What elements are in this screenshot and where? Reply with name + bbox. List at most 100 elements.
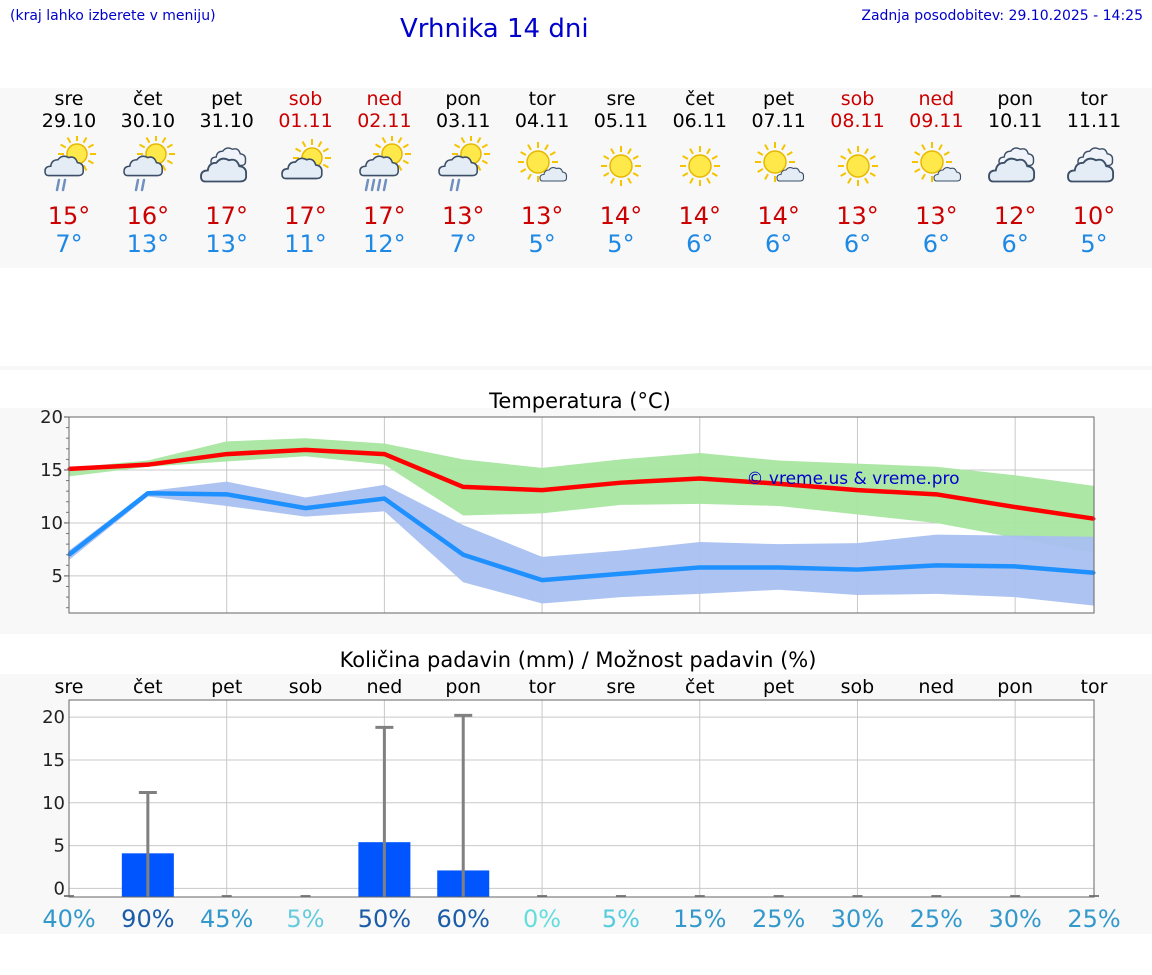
point-min [855, 568, 859, 572]
page-title: Vrhnika 14 dni [400, 14, 589, 44]
forecast-day: čet 30.10 16° 13° [108, 88, 188, 258]
plot-area [69, 700, 1094, 897]
x-category-label: pon [997, 676, 1033, 698]
day-name: pet [763, 88, 795, 110]
cloud-shape [539, 166, 568, 182]
temp-min: 7° [449, 230, 477, 258]
sun-cloud-rain-icon [438, 136, 491, 192]
temp-min: 6° [922, 230, 950, 258]
day-date: 11.11 [1066, 110, 1122, 132]
sun-small-cloud-icon [754, 142, 804, 182]
y-tick-label: 15 [40, 460, 63, 481]
day-name: čet [133, 88, 163, 110]
point-min [777, 565, 781, 569]
x-category-label: sre [55, 676, 84, 698]
cloud-shape [123, 155, 163, 177]
sun-shape [600, 146, 641, 186]
cloudy-icon [1067, 147, 1115, 183]
temp-min: 13° [126, 230, 170, 258]
day-name: sre [606, 88, 636, 110]
day-name: pon [445, 88, 482, 110]
y-tick-label: 10 [42, 793, 65, 814]
x-category-label: ned [366, 676, 402, 698]
x-category-label: pon [445, 676, 481, 698]
y-tick-label: 20 [42, 707, 65, 728]
temp-min: 7° [55, 230, 83, 258]
probability-label: 50% [358, 905, 411, 933]
sun-icon [600, 146, 641, 186]
point-max [382, 452, 386, 456]
point-min [146, 491, 150, 495]
forecast-day: sob 01.11 17° 11° [266, 88, 346, 258]
day-date: 05.11 [593, 110, 649, 132]
sun-icon [837, 146, 878, 186]
temp-max: 14° [599, 202, 643, 230]
forecast-day: sob 08.11 13° 6° [818, 88, 898, 258]
temp-min: 12° [363, 230, 406, 258]
sun-shape [837, 146, 878, 186]
temp-min: 6° [843, 230, 872, 258]
cloud-shape [933, 166, 962, 182]
point-min [225, 492, 229, 496]
temp-min: 5° [528, 230, 556, 258]
x-category-label: čet [685, 676, 715, 698]
temp-max: 13° [520, 202, 564, 230]
probability-label: 90% [121, 905, 174, 933]
day-name: tor [528, 88, 556, 110]
y-tick-label: 10 [40, 513, 63, 534]
temp-min: 6° [686, 230, 714, 258]
separator-band [0, 366, 1152, 370]
x-category-label: sob [841, 676, 875, 698]
y-tick-label: 20 [40, 407, 63, 428]
day-name: ned [366, 88, 403, 110]
day-name: sre [54, 88, 84, 110]
forecast-day: tor 11.11 10° 5° [1054, 88, 1134, 258]
point-max [698, 476, 702, 480]
temp-max: 12° [993, 202, 1037, 230]
rain-drops [134, 178, 146, 192]
rain-drops [450, 178, 461, 192]
x-category-label: sre [606, 676, 635, 698]
y-tick-label: 15 [42, 750, 65, 771]
day-date: 01.11 [278, 110, 333, 132]
sun-shape [754, 142, 795, 182]
point-min [619, 572, 623, 576]
temp-max: 15° [47, 202, 91, 230]
cloud-shape [44, 155, 85, 177]
temp-max: 13° [915, 202, 958, 230]
point-min [698, 565, 702, 569]
temp-max: 14° [757, 202, 800, 230]
sun-cloud-heavy-rain-icon [359, 136, 412, 192]
cloud-shape [359, 155, 400, 177]
temp-max: 17° [284, 202, 327, 230]
probability-label: 5% [286, 905, 324, 933]
day-name: sob [288, 88, 323, 110]
forecast-day: pon 10.11 12° 6° [975, 88, 1055, 258]
y-tick-label: 5 [54, 836, 65, 857]
day-name: ned [918, 88, 955, 110]
cloud-shape [199, 157, 247, 183]
x-category-label: ned [918, 676, 954, 698]
probability-label: 5% [602, 905, 640, 933]
sun-cloud-rain-icon [44, 136, 96, 192]
day-date: 29.10 [41, 110, 97, 132]
point-max [146, 463, 150, 467]
chart-title: Količina padavin (mm) / Možnost padavin … [340, 648, 817, 672]
point-max [777, 482, 781, 486]
y-tick-label: 0 [54, 878, 65, 899]
rain-drops [55, 178, 67, 192]
cloud-shape [438, 155, 479, 177]
forecast-day: ned 02.11 17° 12° [344, 88, 424, 258]
point-max [855, 488, 859, 492]
line-max [68, 447, 1095, 521]
x-category-label: čet [133, 676, 163, 698]
day-date: 02.11 [357, 110, 412, 132]
day-name: pon [997, 88, 1034, 110]
probability-label: 30% [988, 905, 1041, 933]
chart-title: Temperatura (°C) [488, 389, 671, 413]
temp-min: 5° [1080, 230, 1108, 258]
sun-shape [679, 146, 720, 186]
probability-label: 25% [910, 905, 963, 933]
forecast-day: pon 03.11 13° 7° [423, 88, 503, 258]
day-date: 07.11 [751, 110, 806, 132]
